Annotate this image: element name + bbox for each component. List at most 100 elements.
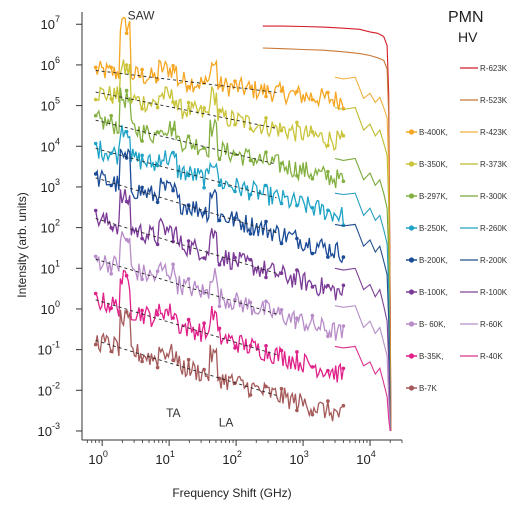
y-tick-label: 100 xyxy=(41,299,60,317)
data-point-b-60k xyxy=(217,304,222,309)
data-point-b-60k xyxy=(124,237,129,242)
data-point-b-297k xyxy=(264,150,268,154)
data-point-b-350k xyxy=(155,105,160,110)
data-point-b-350k xyxy=(295,120,299,125)
data-point-b-297k xyxy=(202,146,206,150)
data-point-b-100k xyxy=(326,283,330,288)
data-point-b-35k xyxy=(140,308,144,313)
data-point-b-250k xyxy=(248,192,253,197)
data-point-b-200k xyxy=(109,183,113,188)
data-point-b-35k xyxy=(186,317,191,322)
data-point-b-7k xyxy=(93,342,98,347)
data-point-b-250k xyxy=(171,150,175,155)
data-point-b-297k xyxy=(140,139,144,143)
legend-brillouin-marker xyxy=(408,289,415,295)
data-point-b-100k xyxy=(109,226,113,230)
data-point-b-400k xyxy=(310,97,315,102)
data-point-b-297k xyxy=(310,177,315,181)
data-point-b-297k xyxy=(109,113,113,118)
fit-line-b-35k xyxy=(95,299,277,356)
data-point-b-35k xyxy=(233,346,237,350)
annotation-ta: TA xyxy=(166,406,180,420)
series-line-r-40k xyxy=(334,345,391,432)
legend-brillouin-label: B-200K, xyxy=(419,256,448,265)
annotation-la: LA xyxy=(219,415,234,429)
data-point-b-350k xyxy=(171,100,175,104)
data-point-b-350k xyxy=(217,108,222,113)
legend-brillouin-marker xyxy=(408,225,415,231)
series-line-r-373k xyxy=(334,106,391,432)
data-point-b-60k xyxy=(341,324,346,328)
legend-raman-label: R-623K xyxy=(480,64,508,73)
data-point-b-7k xyxy=(186,357,191,362)
y-tick-label: 106 xyxy=(41,55,60,73)
data-point-b-100k xyxy=(202,256,206,260)
data-point-b-7k xyxy=(310,412,315,417)
data-point-b-7k xyxy=(171,358,175,363)
data-point-b-297k xyxy=(248,158,253,163)
series-line-r-423k xyxy=(334,76,391,432)
data-point-b-400k xyxy=(140,67,144,72)
data-point-b-400k xyxy=(279,89,284,93)
data-point-b-400k xyxy=(233,79,237,83)
data-point-b-350k xyxy=(124,63,129,67)
fit-line-b-297k xyxy=(95,119,277,165)
series-line-r-200k xyxy=(334,223,391,432)
legend-raman-label: R-200K xyxy=(480,256,508,265)
data-point-b-60k xyxy=(279,308,284,312)
data-point-b-200k xyxy=(140,185,144,190)
annotations: SAW TA LA xyxy=(128,9,234,430)
data-point-b-200k xyxy=(248,232,253,236)
fit-line-b-60k xyxy=(95,258,277,315)
chart-title: PMN xyxy=(448,9,484,26)
data-point-b-60k xyxy=(109,272,113,276)
data-point-b-7k xyxy=(202,367,206,372)
y-tick-label: 10-2 xyxy=(38,380,60,398)
legend-raman-label: R-373K xyxy=(480,160,508,169)
data-point-b-200k xyxy=(326,255,330,259)
data-point-b-200k xyxy=(202,211,206,215)
data-point-b-200k xyxy=(171,188,175,193)
fit-line-b-250k xyxy=(95,147,277,199)
data-point-b-60k xyxy=(171,262,175,267)
data-point-b-200k xyxy=(341,255,346,259)
annotation-saw: SAW xyxy=(128,9,156,23)
legend-brillouin-marker xyxy=(408,385,415,391)
series-line-r-623k xyxy=(262,25,392,432)
data-point-b-200k xyxy=(279,241,284,246)
data-point-b-35k xyxy=(295,350,299,354)
legend-brillouin-label: B-100K, xyxy=(419,288,448,297)
data-point-b-60k xyxy=(310,313,315,318)
data-point-b-7k xyxy=(279,386,284,391)
data-point-b-100k xyxy=(217,262,222,267)
data-point-b-350k xyxy=(341,133,346,138)
data-point-b-400k xyxy=(264,94,268,99)
data-point-b-35k xyxy=(109,306,113,311)
legend-raman-label: R-260K xyxy=(480,224,508,233)
data-point-b-250k xyxy=(326,208,330,213)
data-point-b-400k xyxy=(295,89,299,94)
chart-subtitle: HV xyxy=(458,29,478,45)
data-point-b-35k xyxy=(124,273,129,278)
y-tick-label: 101 xyxy=(41,258,60,276)
legend-brillouin-label: B-350K, xyxy=(419,160,448,169)
data-point-b-35k xyxy=(171,316,175,320)
data-point-b-100k xyxy=(93,208,98,213)
series-line-r-100k xyxy=(334,267,391,432)
legend-brillouin-label: B-400K, xyxy=(419,128,448,137)
y-tick-label: 10-1 xyxy=(38,340,60,358)
data-point-b-100k xyxy=(186,239,191,243)
series-line-b-297k xyxy=(95,87,345,189)
data-point-b-297k xyxy=(171,127,175,131)
data-point-b-297k xyxy=(326,169,330,174)
legend-raman-label: R-300K xyxy=(480,192,508,201)
fit-line-b-400k xyxy=(95,69,277,93)
data-point-b-297k xyxy=(295,174,299,178)
data-point-b-100k xyxy=(341,283,346,288)
data-point-b-35k xyxy=(264,344,268,348)
legend: R-623K R-523K B-400K, R-423K B-350K, R-373K B-… xyxy=(406,64,508,393)
data-point-b-60k xyxy=(202,291,206,295)
data-point-b-250k xyxy=(264,183,268,188)
data-point-b-297k xyxy=(124,88,129,93)
data-point-b-60k xyxy=(140,277,144,282)
